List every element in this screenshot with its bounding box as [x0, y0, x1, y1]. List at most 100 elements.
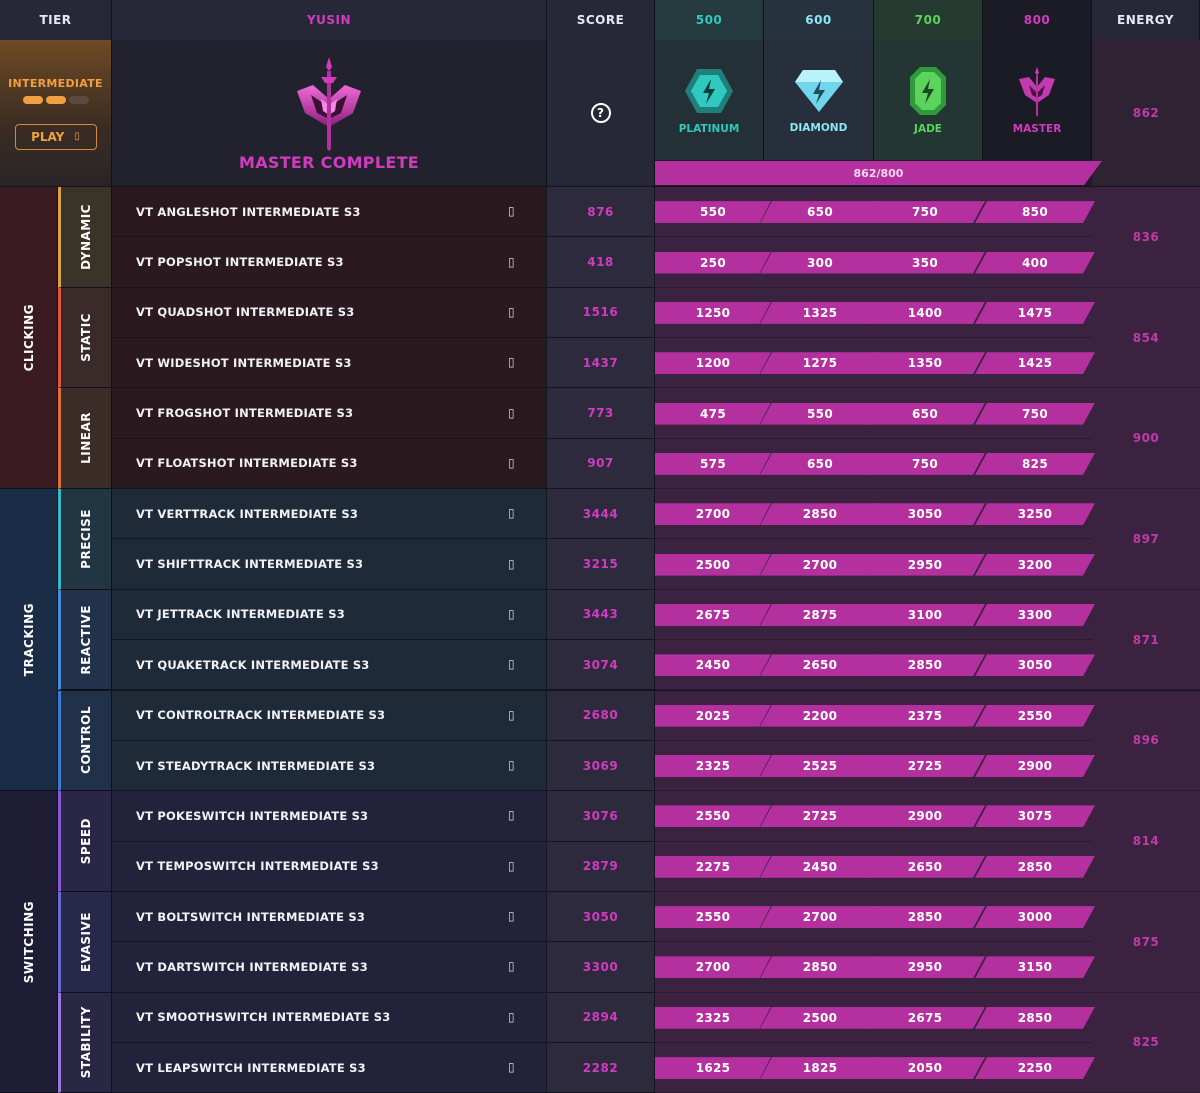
- threshold-jade: 1400: [865, 301, 985, 324]
- subcategory-static: STATIC: [58, 287, 112, 389]
- rank-name: JADE: [914, 123, 942, 135]
- subcategory-precise: PRECISE: [58, 489, 112, 590]
- scenario-row[interactable]: VT FROGSHOT INTERMEDIATE S3 ▯: [112, 388, 547, 439]
- scenario-row[interactable]: VT LEAPSWITCH INTERMEDIATE S3 ▯: [112, 1042, 547, 1093]
- scenario-score-cell: 2879: [547, 841, 655, 892]
- scenario-score: 3215: [582, 557, 619, 572]
- scenario-score-cell: 418: [547, 237, 655, 288]
- leaderboard-icon[interactable]: ▯: [508, 707, 515, 722]
- leaderboard-icon[interactable]: ▯: [508, 254, 515, 269]
- leaderboard-icon[interactable]: ▯: [508, 657, 515, 672]
- threshold-diamond: 2850: [760, 503, 880, 526]
- scenario-name: VT FROGSHOT INTERMEDIATE S3: [136, 406, 354, 421]
- threshold-diamond: 2850: [760, 956, 880, 979]
- scenario-score: 3050: [582, 909, 619, 924]
- subcategory-label: SPEED: [79, 817, 93, 865]
- scenario-name: VT SHIFTTRACK INTERMEDIATE S3: [136, 557, 364, 572]
- subcategory-energy: 900: [1132, 431, 1160, 446]
- scenario-row[interactable]: VT STEADYTRACK INTERMEDIATE S3 ▯: [112, 740, 547, 792]
- scenario-row[interactable]: VT JETTRACK INTERMEDIATE S3 ▯: [112, 589, 547, 641]
- threshold-master: 3075: [975, 805, 1095, 828]
- leaderboard-icon[interactable]: ▯: [508, 405, 515, 420]
- subcategory-label: EVASIVE: [79, 911, 93, 972]
- scenario-name: VT TEMPOSWITCH INTERMEDIATE S3: [136, 859, 379, 874]
- scenario-name: VT DARTSWITCH INTERMEDIATE S3: [136, 959, 368, 974]
- threshold-platinum: 475: [655, 402, 771, 425]
- scenario-row[interactable]: VT QUAKETRACK INTERMEDIATE S3 ▯: [112, 640, 547, 691]
- leaderboard-icon[interactable]: ▯: [508, 959, 515, 974]
- threshold-jade: 650: [865, 402, 985, 425]
- scenario-row[interactable]: VT QUADSHOT INTERMEDIATE S3 ▯: [112, 287, 547, 339]
- leaderboard-icon[interactable]: ▯: [508, 1060, 515, 1075]
- leaderboard-icon[interactable]: ▯: [508, 506, 515, 521]
- leaderboard-icon[interactable]: ▯: [508, 455, 515, 470]
- leaderboard-icon[interactable]: ▯: [508, 304, 515, 319]
- threshold-jade: 3100: [865, 603, 985, 626]
- scenario-row[interactable]: VT VERTTRACK INTERMEDIATE S3 ▯: [112, 489, 547, 540]
- subcategory-linear: LINEAR: [58, 388, 112, 490]
- threshold-master: 2850: [975, 855, 1095, 878]
- scenario-score: 2879: [582, 859, 619, 874]
- scenario-name: VT QUADSHOT INTERMEDIATE S3: [136, 305, 355, 320]
- leaderboard-icon[interactable]: ▯: [508, 355, 515, 370]
- scenario-row[interactable]: VT BOLTSWITCH INTERMEDIATE S3 ▯: [112, 891, 547, 943]
- scenario-row[interactable]: VT POPSHOT INTERMEDIATE S3 ▯: [112, 237, 547, 288]
- scenario-row[interactable]: VT TEMPOSWITCH INTERMEDIATE S3 ▯: [112, 841, 547, 892]
- threshold-diamond: 2450: [760, 855, 880, 878]
- threshold-master: 825: [975, 452, 1095, 475]
- scenario-score: 907: [587, 456, 614, 471]
- help-icon[interactable]: ?: [590, 103, 611, 123]
- play-button[interactable]: PLAY ▯: [14, 123, 97, 150]
- leaderboard-icon[interactable]: ▯: [508, 1009, 515, 1024]
- scenario-row[interactable]: VT SMOOTHSWITCH INTERMEDIATE S3 ▯: [112, 992, 547, 1043]
- subcategory-energy: 854: [1132, 330, 1160, 345]
- leaderboard-icon[interactable]: ▯: [508, 808, 515, 823]
- rank-diamond: DIAMOND: [764, 40, 874, 160]
- rank-800-header: 800: [983, 0, 1092, 40]
- scenario-score-cell: 3069: [547, 740, 655, 792]
- leaderboard-icon[interactable]: ▯: [508, 556, 515, 571]
- scenario-score-cell: 2282: [547, 1042, 655, 1093]
- threshold-jade: 2650: [865, 855, 985, 878]
- rank-platinum: PLATINUM: [655, 40, 764, 160]
- threshold-master: 3150: [975, 956, 1095, 979]
- threshold-platinum: 2550: [655, 805, 771, 828]
- scenario-name: VT BOLTSWITCH INTERMEDIATE S3: [136, 909, 366, 924]
- leaderboard-icon[interactable]: ▯: [508, 909, 515, 924]
- scenario-row[interactable]: VT WIDESHOT INTERMEDIATE S3 ▯: [112, 338, 547, 389]
- threshold-diamond: 2725: [760, 805, 880, 828]
- leaderboard-icon[interactable]: ▯: [508, 758, 515, 773]
- scenario-score: 1437: [582, 355, 619, 370]
- threshold-diamond: 650: [760, 201, 880, 224]
- threshold-jade: 3050: [865, 503, 985, 526]
- rank-500-header: 500: [655, 0, 764, 40]
- subcategory-evasive: EVASIVE: [58, 891, 112, 993]
- threshold-diamond: 2525: [760, 755, 880, 778]
- leaderboard-icon[interactable]: ▯: [508, 858, 515, 873]
- subcategory-energy-cell: 836: [1092, 187, 1200, 288]
- scenario-row[interactable]: VT SHIFTTRACK INTERMEDIATE S3 ▯: [112, 539, 547, 590]
- scenario-row[interactable]: VT CONTROLTRACK INTERMEDIATE S3 ▯: [112, 690, 547, 741]
- rank-name: MASTER: [1012, 123, 1062, 135]
- threshold-diamond: 2700: [760, 906, 880, 929]
- leaderboard-icon[interactable]: ▯: [508, 204, 515, 219]
- threshold-master: 1425: [975, 352, 1095, 375]
- leaderboard-icon[interactable]: ▯: [508, 606, 515, 621]
- scenario-score: 3069: [582, 758, 619, 773]
- threshold-jade: 2675: [865, 1006, 985, 1029]
- scenario-row[interactable]: VT FLOATSHOT INTERMEDIATE S3 ▯: [112, 438, 547, 490]
- threshold-platinum: 2325: [655, 755, 771, 778]
- energy-total: 862: [1132, 106, 1160, 120]
- scenario-score-cell: 907: [547, 438, 655, 490]
- threshold-master: 3050: [975, 654, 1095, 677]
- threshold-platinum: 1250: [655, 301, 771, 324]
- energy-total-cell: 862: [1092, 40, 1200, 186]
- scenario-row[interactable]: VT ANGLESHOT INTERMEDIATE S3 ▯: [112, 187, 547, 238]
- scenario-row[interactable]: VT POKESWITCH INTERMEDIATE S3 ▯: [112, 791, 547, 842]
- scenario-score-cell: 2680: [547, 690, 655, 741]
- threshold-diamond: 2200: [760, 704, 880, 727]
- scenario-row[interactable]: VT DARTSWITCH INTERMEDIATE S3 ▯: [112, 942, 547, 993]
- threshold-master: 750: [975, 402, 1095, 425]
- tier-label: INTERMEDIATE: [8, 76, 103, 90]
- scenario-score-cell: 3074: [547, 640, 655, 691]
